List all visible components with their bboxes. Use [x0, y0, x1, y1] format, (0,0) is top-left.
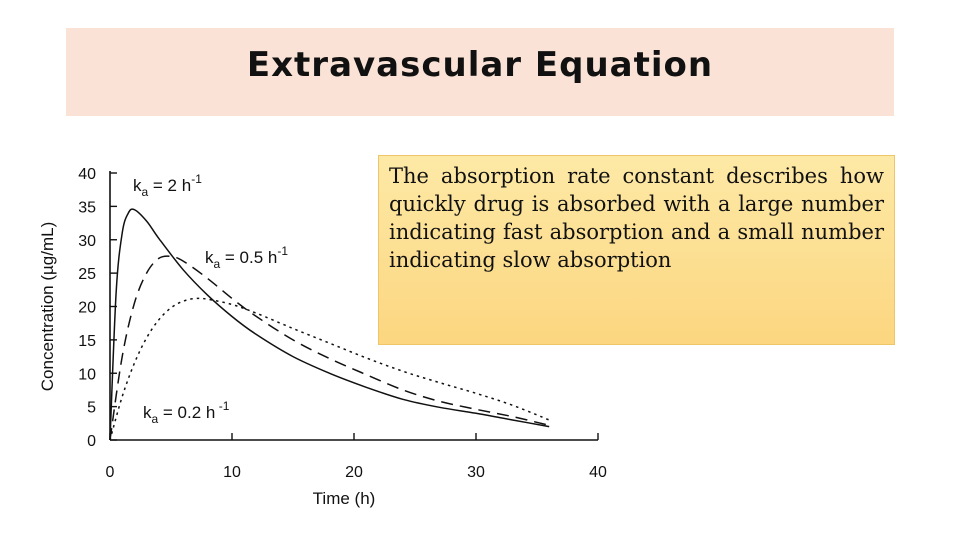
x-tick-label: 20 [345, 464, 363, 481]
series-line-dashed [109, 255, 550, 441]
y-tick-label: 30 [78, 233, 96, 250]
y-tick-label: 5 [87, 400, 96, 417]
curve-label: ka = 0.2 h -1 [143, 399, 230, 426]
slide-title: Extravascular Equation [246, 45, 714, 85]
y-tick-label: 35 [78, 199, 96, 216]
x-tick-label: 10 [223, 464, 241, 481]
y-tick-label: 10 [78, 366, 96, 383]
x-tick-label: 0 [106, 464, 115, 481]
y-tick-label: 20 [78, 300, 96, 317]
concentration-time-chart: 0 5 10 15 20 25 30 35 40 0 10 20 30 40 Time (h) Concent… [38, 166, 607, 508]
series-line-solid [109, 208, 550, 441]
curve-labels: ka = 2 h-1 ka = 0.5 h-1 ka = 0.2 h -1 [133, 172, 288, 426]
curve-label: ka = 2 h-1 [133, 172, 202, 199]
curve-label: ka = 0.5 h-1 [205, 244, 288, 271]
series-layer [109, 208, 550, 441]
x-tick-label: 40 [589, 464, 607, 481]
y-tick-label: 25 [78, 266, 96, 283]
y-tick-label: 15 [78, 333, 96, 350]
x-tick-label: 30 [467, 464, 485, 481]
title-band [66, 28, 894, 116]
y-tick-label: 40 [78, 166, 96, 183]
y-axis-title: Concentration (µg/mL) [38, 222, 57, 391]
y-tick-label: 0 [87, 433, 96, 450]
x-axis-title: Time (h) [313, 489, 376, 508]
explanation-note: The absorption rate constant describes h… [378, 155, 895, 345]
axes: 0 5 10 15 20 25 30 35 40 0 10 20 30 40 Time (h) Concent… [38, 166, 607, 508]
